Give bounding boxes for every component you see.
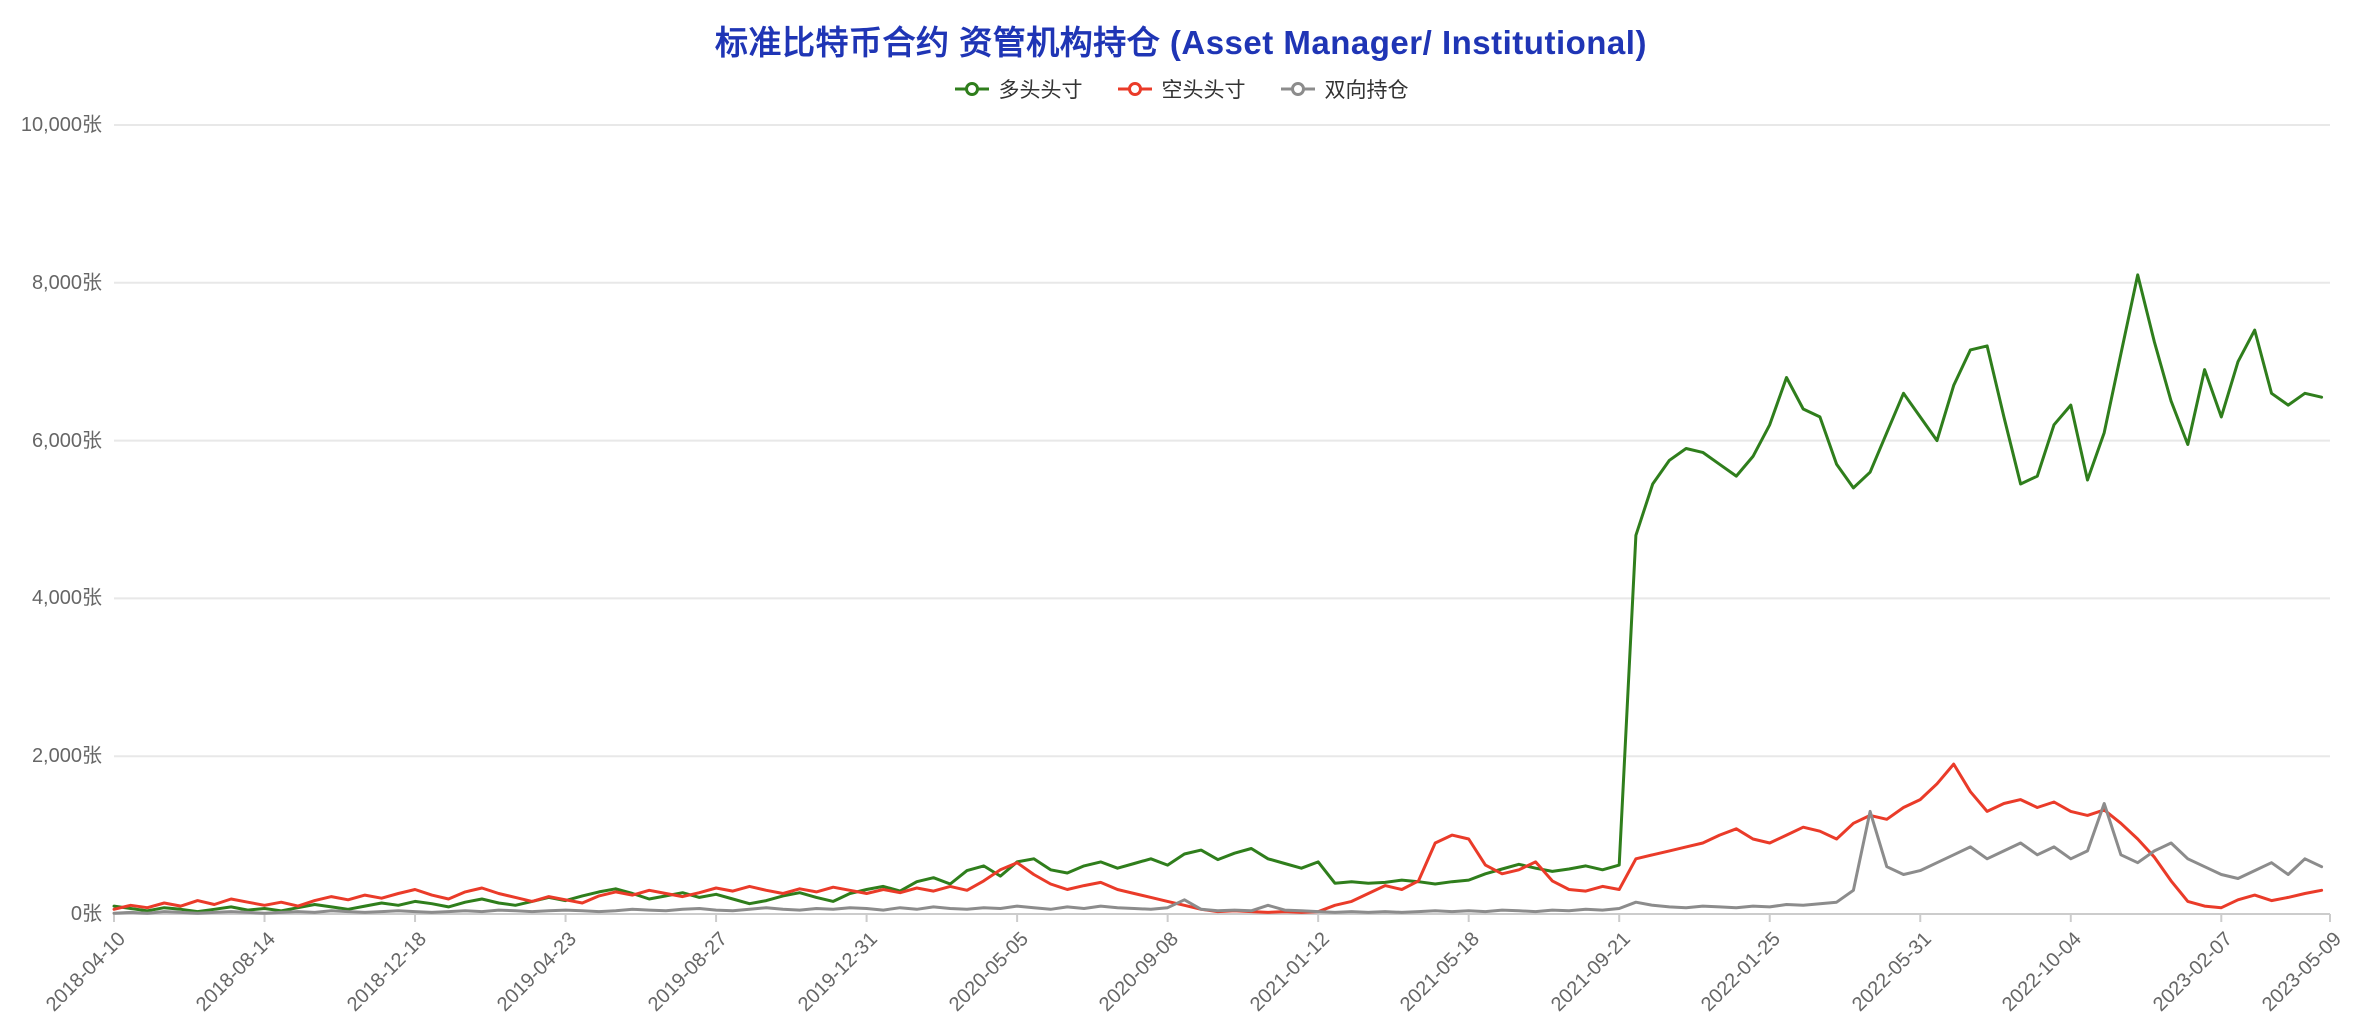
legend-label: 空头头寸 (1161, 79, 1246, 102)
chart-title: 标准比特币合约 资管机构持仓 (Asset Manager/ Instituti… (715, 24, 1647, 61)
legend-item-short-positions[interactable]: 空头头寸 (1117, 74, 1246, 104)
series-line-long-positions (112, 273, 2324, 914)
legend-item-dual-positions[interactable]: 双向持仓 (1280, 74, 1409, 104)
legend-line-marker-icon (954, 82, 989, 96)
series-line-short-positions (112, 762, 2324, 914)
y-axis-label: 0张 (70, 903, 102, 925)
legend-label: 双向持仓 (1324, 79, 1409, 102)
series-line-dual-positions (112, 802, 2324, 915)
legend-line-marker-icon (1117, 82, 1152, 96)
legend-item-long-positions[interactable]: 多头头寸 (954, 74, 1083, 104)
legend-line-marker-icon (1280, 82, 1315, 96)
legend-label: 多头头寸 (998, 79, 1083, 102)
y-axis-label: 4,000张 (31, 587, 102, 610)
y-axis-label: 2,000张 (31, 745, 102, 768)
y-axis-label: 6,000张 (31, 429, 102, 452)
y-axis-label: 8,000张 (31, 271, 102, 294)
legend: 多头头寸 空头头寸 双向持仓 (0, 74, 2362, 104)
y-axis-label: 10,000张 (20, 114, 102, 136)
